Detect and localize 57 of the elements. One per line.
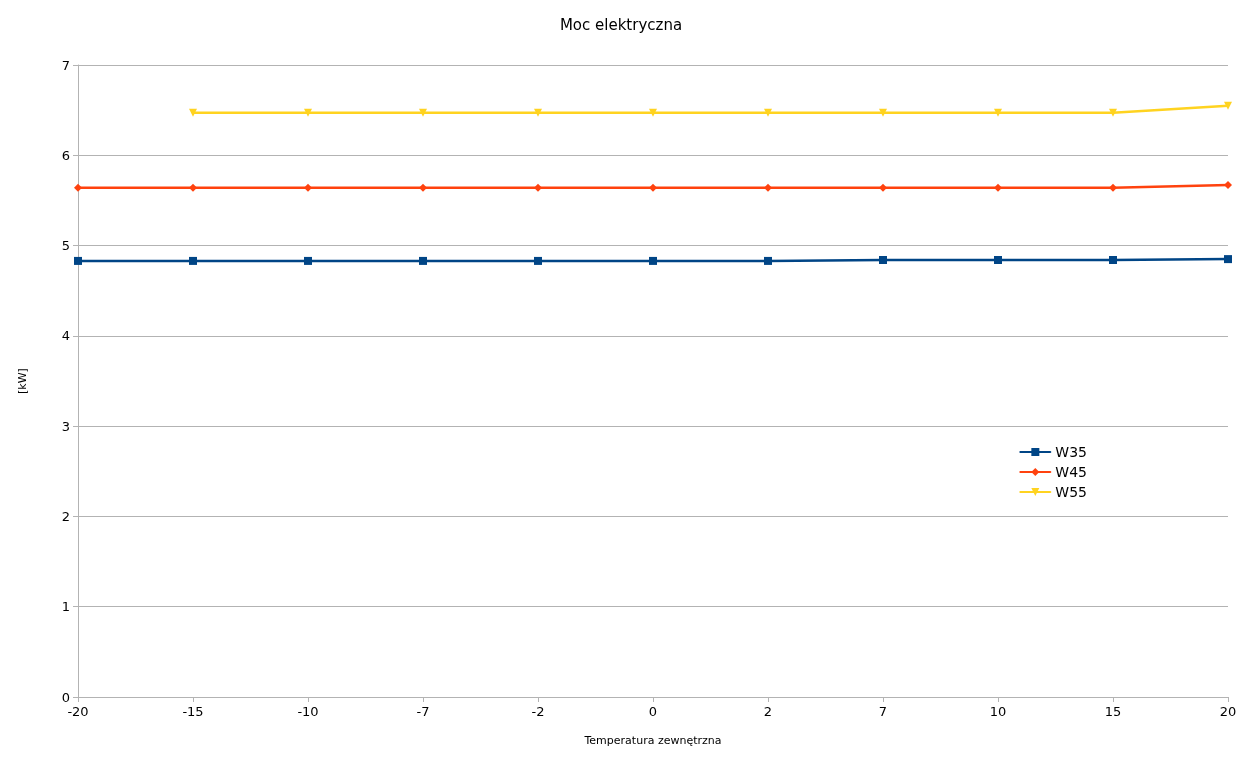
y-tick-label: 2 bbox=[61, 508, 70, 524]
point bbox=[1224, 181, 1232, 190]
point bbox=[1109, 108, 1117, 117]
legend-label: W55 bbox=[1055, 484, 1088, 500]
point bbox=[74, 256, 82, 265]
point bbox=[994, 256, 1002, 265]
point bbox=[534, 256, 542, 265]
y-tick-label: 0 bbox=[61, 689, 70, 705]
x-tick-label: -10 bbox=[297, 704, 319, 719]
y-axis-title: [kW] bbox=[16, 368, 29, 394]
point bbox=[419, 256, 427, 265]
point bbox=[879, 256, 887, 265]
x-tick-label: 15 bbox=[1104, 704, 1122, 719]
point bbox=[764, 108, 772, 117]
y-tick-label: 4 bbox=[61, 328, 70, 344]
point bbox=[649, 108, 657, 117]
point bbox=[764, 183, 772, 192]
point bbox=[879, 183, 887, 192]
x-tick-label: -2 bbox=[531, 704, 545, 719]
point bbox=[879, 108, 887, 117]
chart-title: Moc elektryczna bbox=[559, 15, 683, 34]
point bbox=[649, 183, 657, 192]
x-tick-label: -15 bbox=[182, 704, 204, 719]
x-tick-label: -7 bbox=[416, 704, 430, 719]
point bbox=[1224, 101, 1232, 110]
point bbox=[534, 108, 542, 117]
x-tick-label: 20 bbox=[1219, 704, 1237, 719]
point bbox=[419, 108, 427, 117]
y-tick-label: 6 bbox=[61, 147, 70, 163]
point bbox=[994, 183, 1002, 192]
point bbox=[74, 183, 82, 192]
x-tick-label: -20 bbox=[67, 704, 89, 719]
point bbox=[189, 256, 197, 265]
point bbox=[304, 183, 312, 192]
point bbox=[304, 108, 312, 117]
point bbox=[304, 256, 312, 265]
point bbox=[994, 108, 1002, 117]
x-axis-title: Temperatura zewnętrzna bbox=[583, 734, 722, 747]
x-tick-label: 7 bbox=[878, 704, 888, 719]
x-tick-label: 2 bbox=[763, 704, 773, 719]
point bbox=[649, 256, 657, 265]
legend-label: W35 bbox=[1055, 444, 1088, 460]
y-tick-label: 1 bbox=[61, 599, 70, 615]
point bbox=[189, 183, 197, 192]
y-tick-label: 3 bbox=[61, 418, 70, 434]
legend-label: W45 bbox=[1055, 464, 1088, 480]
point bbox=[534, 183, 542, 192]
y-tick-label: 7 bbox=[61, 57, 70, 73]
point bbox=[1109, 183, 1117, 192]
x-tick-label: 0 bbox=[648, 704, 658, 719]
point bbox=[189, 108, 197, 117]
point bbox=[1109, 256, 1117, 265]
point bbox=[419, 183, 427, 192]
x-tick-label: 10 bbox=[989, 704, 1007, 719]
y-tick-label: 5 bbox=[61, 238, 70, 254]
point bbox=[764, 256, 772, 265]
point bbox=[1224, 255, 1232, 264]
